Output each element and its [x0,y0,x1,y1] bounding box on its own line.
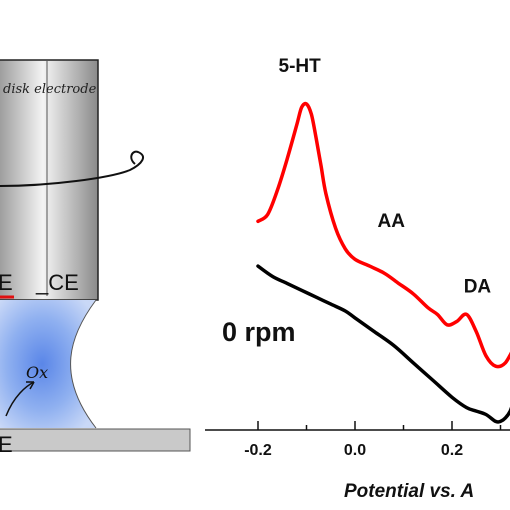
ox-label: Ox [26,363,48,382]
series-line-black [256,264,510,424]
peak-label: AA [378,211,406,232]
working-electrode-label: E [0,270,13,295]
substrate-label: E [0,432,13,457]
x-tick-label: 0.0 [344,442,366,459]
rotation-arrow-icon [0,150,145,187]
x-tick-label: 0.2 [441,442,463,459]
substrate-electrode [0,428,191,452]
droplet-edge [70,299,97,429]
ox-arrow-icon [5,381,35,417]
x-ticks [257,421,502,430]
electrode-schematic: disk electrode E _CE Ox E [0,59,191,457]
x-tick-label: -0.2 [244,442,272,459]
series-line-red [256,101,510,369]
electrolyte-droplet [0,300,96,428]
electrode-label: disk electrode [3,82,97,97]
peak-label: 5-HT [279,56,322,77]
x-axis-label: Potential vs. A [344,481,474,502]
voltammogram-chart: -0.2 0.0 0.2 5-HT AA DA 0 rpm Potential vs. … [205,56,510,502]
condition-label: 0 rpm [222,317,296,347]
peak-label: DA [464,276,492,297]
ox-arrowhead-icon [26,381,35,390]
counter-electrode-label: _CE [35,270,79,295]
peak-annotations: 5-HT AA DA [279,56,492,297]
x-tick-labels: -0.2 0.0 0.2 [244,442,463,459]
series-group [256,101,510,424]
